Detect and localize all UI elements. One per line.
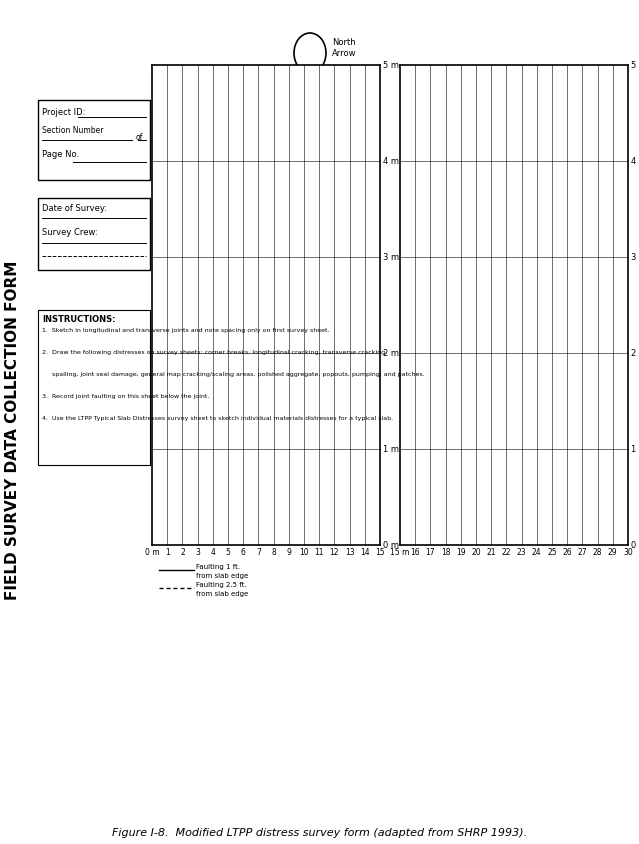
Text: 7: 7 <box>256 548 261 557</box>
Text: spalling, joint seal damage, general map cracking/scaling areas, polished aggreg: spalling, joint seal damage, general map… <box>42 372 425 377</box>
Text: North
Arrow: North Arrow <box>332 38 357 58</box>
Text: Date of Survey:: Date of Survey: <box>42 204 107 213</box>
Text: 3: 3 <box>195 548 200 557</box>
Text: 5 m: 5 m <box>631 61 639 69</box>
Text: of: of <box>136 133 143 142</box>
Text: 0 m: 0 m <box>383 540 399 549</box>
Text: Project ID:: Project ID: <box>42 108 86 117</box>
Text: 27: 27 <box>578 548 587 557</box>
Text: 9: 9 <box>286 548 291 557</box>
Text: Faulting 2.5 ft.: Faulting 2.5 ft. <box>196 582 247 588</box>
Text: 29: 29 <box>608 548 618 557</box>
Text: 3.  Record joint faulting on this sheet below the joint.: 3. Record joint faulting on this sheet b… <box>42 394 210 399</box>
Text: 15: 15 <box>375 548 385 557</box>
Text: 1: 1 <box>165 548 169 557</box>
Text: 17: 17 <box>426 548 435 557</box>
Text: 5 m: 5 m <box>383 61 399 69</box>
Text: 4 m: 4 m <box>383 156 399 165</box>
Text: 24: 24 <box>532 548 542 557</box>
Text: 2 m: 2 m <box>383 349 399 358</box>
Bar <box>38 198 150 270</box>
Text: 22: 22 <box>502 548 511 557</box>
Text: 28: 28 <box>593 548 603 557</box>
Text: 14: 14 <box>360 548 369 557</box>
Text: Section Number: Section Number <box>42 126 104 135</box>
Text: 16: 16 <box>410 548 420 557</box>
Text: 5: 5 <box>226 548 231 557</box>
Text: 2.  Draw the following distresses on survey sheets: corner breaks, longitudinal : 2. Draw the following distresses on surv… <box>42 350 387 355</box>
Text: INSTRUCTIONS:: INSTRUCTIONS: <box>42 315 116 324</box>
Text: 18: 18 <box>441 548 450 557</box>
Text: 30: 30 <box>623 548 633 557</box>
Ellipse shape <box>294 33 326 73</box>
Text: 23: 23 <box>517 548 527 557</box>
Text: 21: 21 <box>486 548 496 557</box>
Text: 1 m: 1 m <box>631 445 639 453</box>
Text: Figure I-8.  Modified LTPP distress survey form (adapted from SHRP 1993).: Figure I-8. Modified LTPP distress surve… <box>112 828 527 838</box>
Bar <box>38 310 150 465</box>
Text: 4: 4 <box>210 548 215 557</box>
Text: 8: 8 <box>271 548 276 557</box>
Text: 0 m: 0 m <box>144 548 159 557</box>
Text: 10: 10 <box>299 548 309 557</box>
Text: 26: 26 <box>562 548 572 557</box>
Text: 2: 2 <box>180 548 185 557</box>
Text: 12: 12 <box>330 548 339 557</box>
Text: 2 m: 2 m <box>631 349 639 358</box>
Text: 13: 13 <box>345 548 355 557</box>
Bar <box>400 65 628 545</box>
Text: from slab edge: from slab edge <box>196 591 248 597</box>
Text: Survey Crew:: Survey Crew: <box>42 228 98 237</box>
Text: 4.  Use the LTPP Typical Slab Distresses survey sheet to sketch individual mater: 4. Use the LTPP Typical Slab Distresses … <box>42 416 393 421</box>
Text: 20: 20 <box>471 548 481 557</box>
Bar <box>152 65 380 545</box>
Text: 15 m: 15 m <box>390 548 410 557</box>
Text: Faulting 1 ft.: Faulting 1 ft. <box>196 564 240 570</box>
Text: 11: 11 <box>314 548 324 557</box>
Text: 6: 6 <box>241 548 245 557</box>
Bar <box>38 100 150 180</box>
Text: from slab edge: from slab edge <box>196 573 248 579</box>
Text: 4 m: 4 m <box>631 156 639 165</box>
Text: Page No.: Page No. <box>42 150 79 159</box>
Text: 1 m: 1 m <box>383 445 399 453</box>
Text: 25: 25 <box>547 548 557 557</box>
Text: 3 m: 3 m <box>631 252 639 262</box>
Text: FIELD SURVEY DATA COLLECTION FORM: FIELD SURVEY DATA COLLECTION FORM <box>6 260 20 600</box>
Text: 19: 19 <box>456 548 466 557</box>
Text: 1.  Sketch in longitudinal and transverse joints and note spacing only on first : 1. Sketch in longitudinal and transverse… <box>42 328 330 333</box>
Text: 3 m: 3 m <box>383 252 399 262</box>
Text: 0 m: 0 m <box>631 540 639 549</box>
